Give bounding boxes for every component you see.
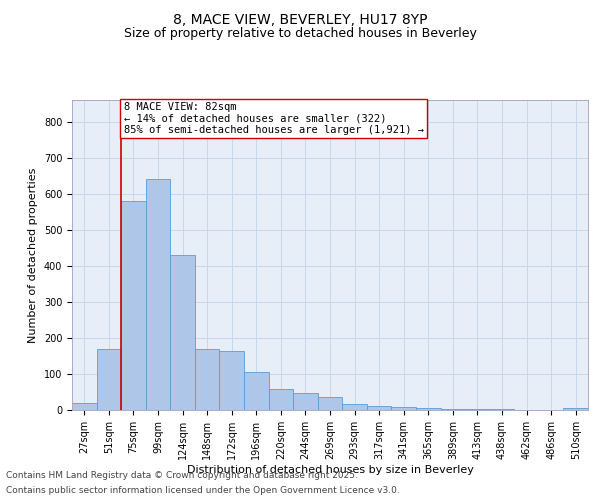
Bar [220,350,244,410]
Bar [97,348,121,410]
Text: 8, MACE VIEW, BEVERLEY, HU17 8YP: 8, MACE VIEW, BEVERLEY, HU17 8YP [173,12,427,26]
Bar [416,408,440,410]
Bar [195,348,220,410]
Bar [121,201,146,410]
Bar [367,406,391,410]
Text: Contains HM Land Registry data © Crown copyright and database right 2025.: Contains HM Land Registry data © Crown c… [6,471,358,480]
X-axis label: Distribution of detached houses by size in Beverley: Distribution of detached houses by size … [187,464,473,474]
Bar [293,392,318,410]
Y-axis label: Number of detached properties: Number of detached properties [28,168,38,342]
Bar [563,408,588,410]
Text: Size of property relative to detached houses in Beverley: Size of property relative to detached ho… [124,28,476,40]
Bar [244,372,269,410]
Text: Contains public sector information licensed under the Open Government Licence v3: Contains public sector information licen… [6,486,400,495]
Bar [72,403,97,410]
Bar [146,180,170,410]
Bar [391,407,416,410]
Bar [269,389,293,410]
Bar [342,404,367,410]
Bar [170,255,195,410]
Text: 8 MACE VIEW: 82sqm
← 14% of detached houses are smaller (322)
85% of semi-detach: 8 MACE VIEW: 82sqm ← 14% of detached hou… [124,102,424,135]
Bar [318,398,342,410]
Bar [440,408,465,410]
